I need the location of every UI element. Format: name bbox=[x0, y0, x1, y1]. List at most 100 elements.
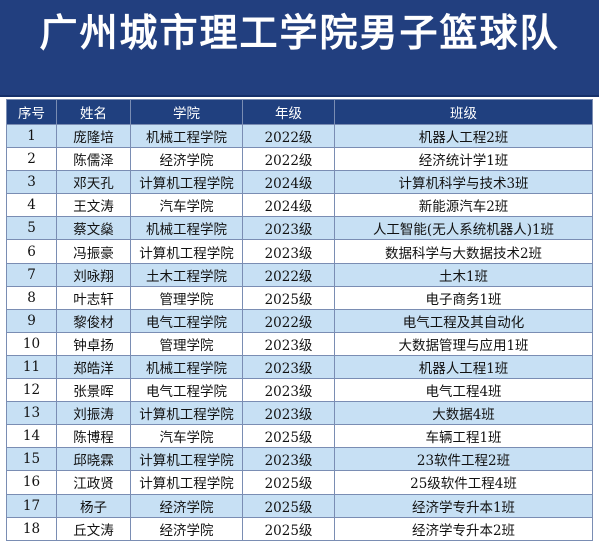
cell-grade: 2022级 bbox=[242, 262, 335, 287]
table-row: 16 江政贤 计算机工程学院 2025级 25级软件工程4班 bbox=[6, 470, 593, 495]
cell-grade: 2022级 bbox=[242, 308, 335, 333]
cell-grade: 2024级 bbox=[242, 170, 335, 195]
table-row: 5 蔡文燊 机械工程学院 2023级 人工智能(无人系统机器人)1班 bbox=[6, 216, 593, 241]
cell-college: 经济学院 bbox=[130, 516, 243, 541]
table-row: 12 张景晖 电气工程学院 2023级 电气工程4班 bbox=[6, 378, 593, 403]
cell-class: 电气工程及其自动化 bbox=[334, 308, 593, 333]
table-row: 4 王文涛 汽车学院 2024级 新能源汽车2班 bbox=[6, 193, 593, 218]
table-row: 8 叶志轩 管理学院 2025级 电子商务1班 bbox=[6, 285, 593, 310]
cell-class: 土木1班 bbox=[334, 262, 593, 287]
cell-no: 3 bbox=[6, 170, 57, 195]
cell-no: 6 bbox=[6, 239, 57, 264]
title-banner: 广州城市理工学院男子篮球队 bbox=[0, 0, 599, 97]
cell-grade: 2025级 bbox=[242, 470, 335, 495]
cell-college: 计算机工程学院 bbox=[130, 447, 243, 472]
cell-college: 管理学院 bbox=[130, 285, 243, 310]
cell-name: 陈儒泽 bbox=[56, 147, 131, 172]
cell-grade: 2025级 bbox=[242, 493, 335, 518]
cell-college: 汽车学院 bbox=[130, 424, 243, 449]
cell-no: 13 bbox=[6, 401, 57, 426]
cell-no: 1 bbox=[6, 123, 57, 149]
header-name: 姓名 bbox=[56, 99, 131, 125]
cell-grade: 2025级 bbox=[242, 516, 335, 541]
cell-class: 车辆工程1班 bbox=[334, 424, 593, 449]
cell-name: 邱晓霖 bbox=[56, 447, 131, 472]
header-class: 班级 bbox=[334, 99, 593, 125]
cell-name: 叶志轩 bbox=[56, 285, 131, 310]
cell-no: 4 bbox=[6, 193, 57, 218]
cell-no: 16 bbox=[6, 470, 57, 495]
cell-no: 2 bbox=[6, 147, 57, 172]
cell-college: 机械工程学院 bbox=[130, 354, 243, 380]
cell-name: 蔡文燊 bbox=[56, 216, 131, 241]
cell-class: 25级软件工程4班 bbox=[334, 470, 593, 495]
page-title: 广州城市理工学院男子篮球队 bbox=[39, 11, 560, 55]
table-row: 18 丘文涛 经济学院 2025级 经济学专升本2班 bbox=[6, 516, 593, 541]
cell-no: 7 bbox=[6, 262, 57, 287]
cell-class: 23软件工程2班 bbox=[334, 447, 593, 472]
cell-name: 冯振豪 bbox=[56, 239, 131, 264]
cell-no: 15 bbox=[6, 447, 57, 472]
header-grade: 年级 bbox=[242, 99, 335, 125]
cell-college: 机械工程学院 bbox=[130, 123, 243, 149]
cell-grade: 2022级 bbox=[242, 123, 335, 149]
table-row: 17 杨子 经济学院 2025级 经济学专升本1班 bbox=[6, 493, 593, 518]
cell-no: 11 bbox=[6, 354, 57, 380]
cell-grade: 2023级 bbox=[242, 354, 335, 380]
cell-class: 数据科学与大数据技术2班 bbox=[334, 239, 593, 264]
cell-no: 8 bbox=[6, 285, 57, 310]
cell-no: 9 bbox=[6, 308, 57, 333]
cell-college: 经济学院 bbox=[130, 493, 243, 518]
cell-college: 经济学院 bbox=[130, 147, 243, 172]
cell-grade: 2024级 bbox=[242, 193, 335, 218]
table-row: 1 庞隆培 机械工程学院 2022级 机器人工程2班 bbox=[6, 123, 593, 149]
table-row: 2 陈儒泽 经济学院 2022级 经济统计学1班 bbox=[6, 147, 593, 172]
cell-grade: 2023级 bbox=[242, 331, 335, 356]
cell-grade: 2023级 bbox=[242, 216, 335, 241]
cell-class: 经济统计学1班 bbox=[334, 147, 593, 172]
cell-class: 机器人工程1班 bbox=[334, 354, 593, 380]
cell-college: 机械工程学院 bbox=[130, 216, 243, 241]
cell-college: 电气工程学院 bbox=[130, 308, 243, 333]
cell-name: 江政贤 bbox=[56, 470, 131, 495]
table-row: 14 陈博程 汽车学院 2025级 车辆工程1班 bbox=[6, 424, 593, 449]
cell-no: 14 bbox=[6, 424, 57, 449]
cell-name: 黎俊材 bbox=[56, 308, 131, 333]
cell-name: 陈博程 bbox=[56, 424, 131, 449]
cell-name: 邓天孔 bbox=[56, 170, 131, 195]
cell-class: 经济学专升本1班 bbox=[334, 493, 593, 518]
header-no: 序号 bbox=[6, 99, 57, 125]
cell-name: 郑皓洋 bbox=[56, 354, 131, 380]
cell-college: 管理学院 bbox=[130, 331, 243, 356]
cell-name: 刘振涛 bbox=[56, 401, 131, 426]
cell-college: 计算机工程学院 bbox=[130, 170, 243, 195]
cell-no: 17 bbox=[6, 493, 57, 518]
cell-grade: 2023级 bbox=[242, 447, 335, 472]
cell-class: 电气工程4班 bbox=[334, 378, 593, 403]
cell-college: 土木工程学院 bbox=[130, 262, 243, 287]
cell-class: 经济学专升本2班 bbox=[334, 516, 593, 541]
table-row: 6 冯振豪 计算机工程学院 2023级 数据科学与大数据技术2班 bbox=[6, 239, 593, 264]
header-college: 学院 bbox=[130, 99, 243, 125]
cell-no: 5 bbox=[6, 216, 57, 241]
table-row: 7 刘咏翔 土木工程学院 2022级 土木1班 bbox=[6, 262, 593, 287]
cell-grade: 2025级 bbox=[242, 285, 335, 310]
cell-name: 钟卓扬 bbox=[56, 331, 131, 356]
cell-grade: 2023级 bbox=[242, 378, 335, 403]
cell-class: 机器人工程2班 bbox=[334, 123, 593, 149]
cell-class: 计算机科学与技术3班 bbox=[334, 170, 593, 195]
cell-college: 汽车学院 bbox=[130, 193, 243, 218]
cell-name: 丘文涛 bbox=[56, 516, 131, 541]
roster-table: 序号 姓名 学院 年级 班级 1 庞隆培 机械工程学院 2022级 机器人工程2班 2 陈儒… bbox=[6, 99, 593, 541]
table-row: 9 黎俊材 电气工程学院 2022级 电气工程及其自动化 bbox=[6, 308, 593, 333]
cell-class: 大数据管理与应用1班 bbox=[334, 331, 593, 356]
cell-no: 10 bbox=[6, 331, 57, 356]
cell-grade: 2023级 bbox=[242, 239, 335, 264]
table-row: 13 刘振涛 计算机工程学院 2023级 大数据4班 bbox=[6, 401, 593, 426]
cell-no: 12 bbox=[6, 378, 57, 403]
cell-college: 计算机工程学院 bbox=[130, 470, 243, 495]
cell-class: 大数据4班 bbox=[334, 401, 593, 426]
cell-class: 人工智能(无人系统机器人)1班 bbox=[334, 216, 593, 241]
cell-college: 计算机工程学院 bbox=[130, 239, 243, 264]
